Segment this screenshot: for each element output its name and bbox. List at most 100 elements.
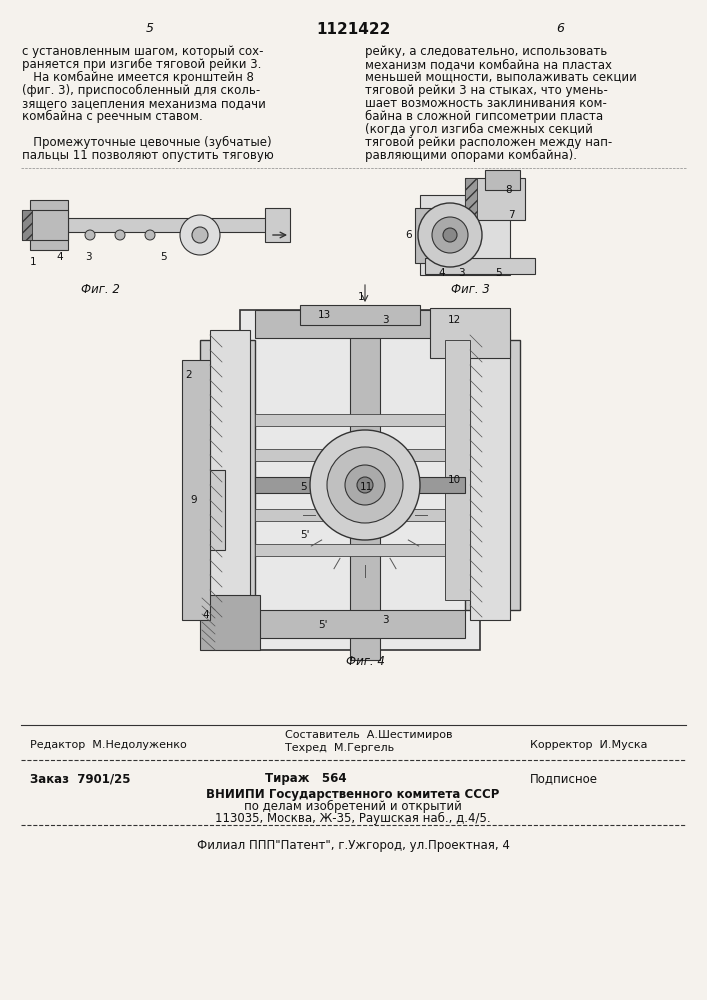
- Circle shape: [443, 228, 457, 242]
- Text: 6: 6: [405, 230, 411, 240]
- Bar: [470, 330, 510, 620]
- Text: байна в сложной гипсометрии пласта: байна в сложной гипсометрии пласта: [365, 110, 603, 123]
- Circle shape: [310, 430, 420, 540]
- Text: 4: 4: [202, 610, 209, 620]
- Text: Промежуточные цевочные (зубчатые): Промежуточные цевочные (зубчатые): [22, 136, 271, 149]
- Text: Заказ  7901/25: Заказ 7901/25: [30, 772, 131, 785]
- Text: 9: 9: [190, 495, 197, 505]
- Text: 11: 11: [360, 482, 373, 492]
- Text: Фиг. 3: Фиг. 3: [450, 283, 489, 296]
- Bar: [465, 340, 520, 610]
- Text: 2: 2: [185, 370, 192, 380]
- Text: 1121422: 1121422: [316, 22, 390, 37]
- Circle shape: [357, 477, 373, 493]
- Text: 7: 7: [508, 210, 515, 220]
- Text: Корректор  И.Муска: Корректор И.Муска: [530, 740, 648, 750]
- Text: 5: 5: [146, 22, 154, 35]
- Text: пальцы 11 позволяют опустить тяговую: пальцы 11 позволяют опустить тяговую: [22, 149, 274, 162]
- Text: Техред  М.Гергель: Техред М.Гергель: [285, 743, 394, 753]
- Bar: [350, 310, 380, 660]
- Text: тяговой рейки расположен между нап-: тяговой рейки расположен между нап-: [365, 136, 612, 149]
- Circle shape: [432, 217, 468, 253]
- Bar: [465, 178, 477, 220]
- Text: 4: 4: [438, 268, 445, 278]
- Text: комбайна с реечным ставом.: комбайна с реечным ставом.: [22, 110, 203, 123]
- Circle shape: [85, 230, 95, 240]
- Bar: [255, 610, 465, 638]
- Bar: [30, 200, 68, 250]
- Text: равляющими опорами комбайна).: равляющими опорами комбайна).: [365, 149, 577, 162]
- Text: Подписное: Подписное: [530, 772, 598, 785]
- Text: зящего зацепления механизма подачи: зящего зацепления механизма подачи: [22, 97, 266, 110]
- Text: 3: 3: [85, 252, 92, 262]
- Text: 13: 13: [318, 310, 332, 320]
- Text: ВНИИПИ Государственного комитета СССР: ВНИИПИ Государственного комитета СССР: [206, 788, 500, 801]
- Text: шает возможность заклинивания ком-: шает возможность заклинивания ком-: [365, 97, 607, 110]
- Text: 5: 5: [300, 482, 307, 492]
- Bar: [22, 210, 68, 240]
- Bar: [240, 310, 480, 650]
- Text: 5': 5': [300, 530, 310, 540]
- Circle shape: [345, 465, 385, 505]
- Bar: [255, 414, 465, 426]
- Text: 3: 3: [382, 615, 389, 625]
- Text: механизм подачи комбайна на пластах: механизм подачи комбайна на пластах: [365, 58, 612, 71]
- Text: 1: 1: [358, 292, 365, 302]
- Bar: [255, 544, 465, 556]
- Text: На комбайне имеется кронштейн 8: На комбайне имеется кронштейн 8: [22, 71, 254, 84]
- Bar: [300, 305, 420, 325]
- Circle shape: [418, 203, 482, 267]
- Text: с установленным шагом, который сох-: с установленным шагом, который сох-: [22, 45, 264, 58]
- Bar: [255, 509, 465, 521]
- Circle shape: [192, 227, 208, 243]
- Bar: [255, 477, 465, 493]
- Circle shape: [180, 215, 220, 255]
- Bar: [420, 195, 510, 275]
- Bar: [445, 340, 470, 600]
- Text: Филиал ППП"Патент", г.Ужгород, ул.Проектная, 4: Филиал ППП"Патент", г.Ужгород, ул.Проект…: [197, 839, 510, 852]
- Bar: [22, 210, 32, 240]
- Bar: [255, 310, 465, 338]
- Text: раняется при изгибе тяговой рейки 3.: раняется при изгибе тяговой рейки 3.: [22, 58, 262, 71]
- Text: (фиг. 3), приспособленный для сколь-: (фиг. 3), приспособленный для сколь-: [22, 84, 260, 97]
- Bar: [265, 208, 290, 242]
- Text: Фиг. 2: Фиг. 2: [81, 283, 119, 296]
- Bar: [485, 170, 520, 190]
- Bar: [182, 360, 210, 620]
- Text: 12: 12: [448, 315, 461, 325]
- Bar: [430, 308, 510, 358]
- Text: 113035, Москва, Ж-35, Раушская наб., д.4/5.: 113035, Москва, Ж-35, Раушская наб., д.4…: [215, 812, 491, 825]
- Bar: [415, 208, 435, 263]
- Bar: [465, 178, 525, 220]
- Bar: [425, 258, 535, 274]
- Circle shape: [145, 230, 155, 240]
- Text: 3: 3: [458, 268, 464, 278]
- Text: 5: 5: [495, 268, 502, 278]
- Text: рейку, а следовательно, использовать: рейку, а следовательно, использовать: [365, 45, 607, 58]
- Text: 5': 5': [318, 620, 327, 630]
- Text: 10: 10: [448, 475, 461, 485]
- Text: меньшей мощности, выполаживать секции: меньшей мощности, выполаживать секции: [365, 71, 637, 84]
- Text: 5: 5: [160, 252, 167, 262]
- Text: 6: 6: [556, 22, 564, 35]
- Text: по делам изобретений и открытий: по делам изобретений и открытий: [244, 800, 462, 813]
- Text: 1: 1: [30, 257, 37, 267]
- Text: 3: 3: [382, 315, 389, 325]
- Text: Тираж   564: Тираж 564: [265, 772, 346, 785]
- Bar: [255, 449, 465, 461]
- Bar: [60, 218, 280, 232]
- Circle shape: [115, 230, 125, 240]
- Text: 4: 4: [56, 252, 63, 262]
- Text: 8: 8: [505, 185, 512, 195]
- Bar: [255, 479, 465, 491]
- Text: тяговой рейки 3 на стыках, что умень-: тяговой рейки 3 на стыках, что умень-: [365, 84, 608, 97]
- Circle shape: [327, 447, 403, 523]
- Text: Составитель  А.Шестимиров: Составитель А.Шестимиров: [285, 730, 452, 740]
- Bar: [200, 595, 260, 650]
- Bar: [195, 470, 225, 550]
- Bar: [210, 330, 250, 620]
- Bar: [200, 340, 255, 610]
- Text: Редактор  М.Недолуженко: Редактор М.Недолуженко: [30, 740, 187, 750]
- Text: Фиг. 4: Фиг. 4: [346, 655, 385, 668]
- Text: (когда угол изгиба смежных секций: (когда угол изгиба смежных секций: [365, 123, 593, 136]
